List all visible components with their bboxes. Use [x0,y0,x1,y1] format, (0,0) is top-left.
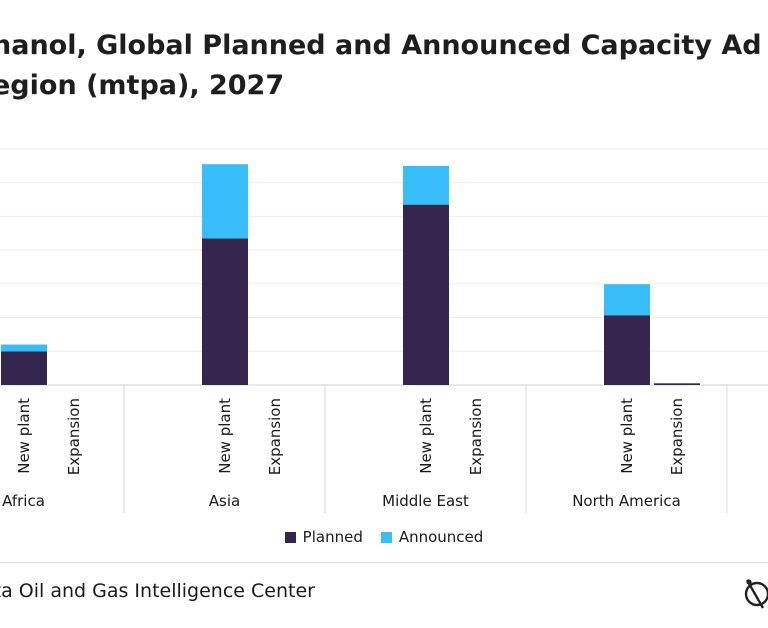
category-tick-label: Expansion [668,398,686,475]
category-tick-label: Expansion [467,398,485,475]
legend-swatch-planned [284,531,296,543]
bar-planned-africa-new-plant [1,351,47,385]
legend-label-planned: Planned [302,528,363,546]
brand-logo-icon [744,579,768,609]
group-label: Middle East [382,492,469,510]
group-label: Africa [2,492,45,510]
category-tick-label: New plant [417,398,435,474]
bar-announced-middle-east-new-plant [403,165,449,205]
group-label: North America [572,492,681,510]
category-tick-label: Expansion [65,398,83,475]
chart-title: hanol, Global Planned and Announced Capa… [0,26,768,106]
chart-title-line-2: egion (mtpa), 2027 [0,70,285,101]
bar-announced-asia-new-plant [202,164,248,239]
category-tick-label: New plant [15,398,33,474]
source-text: ata Oil and Gas Intelligence Center [0,580,315,602]
category-tick-label: New plant [216,398,234,474]
chart-area: New plant Expansion Africa New plant Expansi… [0,148,768,513]
legend-label-announced: Announced [398,528,484,546]
bar-announced-north-america-new-plant [604,284,650,316]
legend-item-planned: Planned [284,528,363,546]
bar-planned-north-america-expansion [654,383,700,385]
footer-divider [0,562,768,563]
legend-item-announced: Announced [380,528,484,546]
bar-planned-asia-new-plant [202,238,248,385]
category-tick-label: Expansion [266,398,284,475]
group-label: Asia [209,492,240,510]
legend: Planned Announced [0,528,768,546]
bar-planned-middle-east-new-plant [403,204,449,385]
bar-planned-north-america-new-plant [604,315,650,385]
bar-announced-africa-new-plant [1,344,47,352]
category-tick-label: New plant [618,398,636,474]
chart-title-line-1: hanol, Global Planned and Announced Capa… [0,30,762,61]
legend-swatch-announced [380,531,392,543]
